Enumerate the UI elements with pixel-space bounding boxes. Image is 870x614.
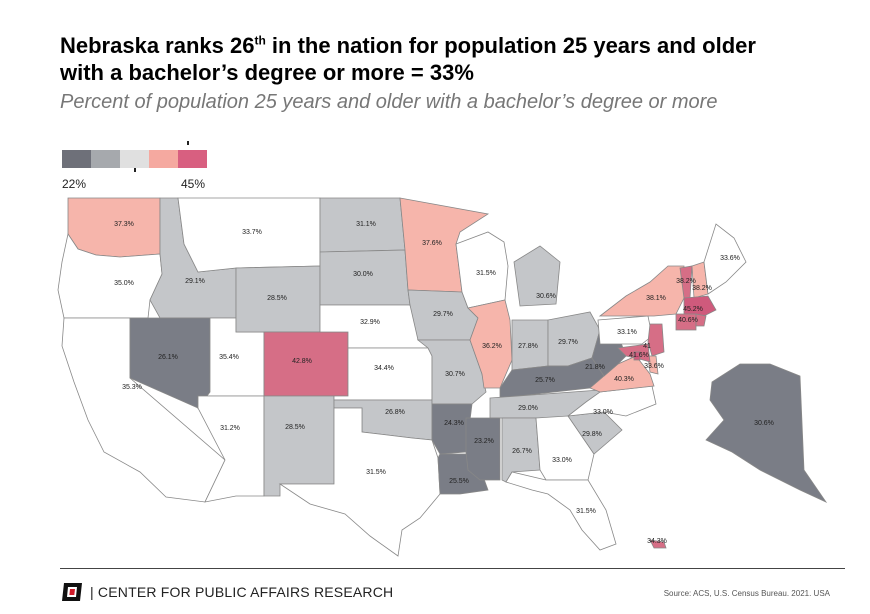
state-value-label-colorado: 42.8% [292,358,312,365]
legend-swatch-4 [149,150,178,168]
state-district-of-columbia [633,351,641,361]
state-arkansas [431,403,473,455]
legend-swatch-2 [91,150,120,168]
state-value-label-hawaii: 34.3% [647,538,667,545]
state-value-label-south-dakota: 30.0% [353,271,373,278]
brand-name: | CENTER FOR PUBLIC AFFAIRS RESEARCH [90,584,394,600]
state-value-label-texas: 31.5% [366,469,386,476]
state-value-label-north-carolina: 33.0% [593,409,613,416]
state-value-label-michigan: 30.6% [536,293,556,300]
state-value-label-west-virginia: 21.8% [585,364,605,371]
state-value-label-montana: 33.7% [242,229,262,236]
state-hawaii [649,539,667,549]
state-value-label-alaska: 30.6% [754,420,774,427]
state-value-label-kansas: 34.4% [374,365,394,372]
state-value-label-new-hampshire: 38.2% [692,285,712,292]
state-value-label-mississippi: 23.2% [474,438,494,445]
legend-swatch-5 [178,150,207,168]
state-value-label-maryland: 41.6% [629,352,649,359]
state-value-label-tennessee: 29.0% [518,405,538,412]
state-delaware [647,355,659,375]
state-value-label-new-york: 38.1% [646,295,666,302]
source-note: Source: ACS, U.S. Census Bureau. 2021. U… [663,589,830,598]
state-connecticut [675,313,697,331]
state-value-label-iowa: 29.7% [433,311,453,318]
state-alaska [705,363,828,503]
state-value-label-nebraska: 32.9% [360,319,380,326]
state-kansas [333,347,433,401]
state-michigan [513,245,561,307]
legend-tick-top [187,141,189,145]
extra-value-label: 41 [643,343,651,350]
state-maine [703,223,747,295]
state-value-label-minnesota: 37.6% [422,240,442,247]
state-value-label-virginia: 40.3% [614,376,634,383]
state-value-label-idaho: 29.1% [185,278,205,285]
state-value-label-alabama: 26.7% [512,448,532,455]
state-illinois [467,299,513,389]
state-value-label-washington: 37.3% [114,221,134,228]
state-value-label-north-dakota: 31.1% [356,221,376,228]
state-new-jersey [647,323,665,357]
state-value-label-kentucky: 25.7% [535,377,555,384]
state-value-label-delaware: 33.6% [644,363,664,370]
state-value-label-florida: 31.5% [576,508,596,515]
state-value-label-nevada: 26.1% [158,354,178,361]
legend-min-label: 22% [62,177,87,191]
map-subtitle: Percent of population 25 years and older… [60,91,718,113]
state-value-label-pennsylvania: 33.1% [617,329,637,336]
state-value-label-vermont: 38.2% [676,278,696,285]
legend-swatch-3 [120,150,149,168]
map-title: Nebraska ranks 26th in the nation for po… [60,32,860,86]
state-value-label-ohio: 29.7% [558,339,578,346]
state-north-carolina [566,385,657,417]
state-value-label-arizona: 31.2% [220,425,240,432]
state-value-label-maine: 33.6% [720,255,740,262]
legend-max-label: 45% [181,177,206,191]
state-value-label-arkansas: 24.3% [444,420,464,427]
state-wisconsin [455,231,509,309]
state-value-label-illinois: 36.2% [482,343,502,350]
state-value-label-missouri: 30.7% [445,371,465,378]
state-new-york [598,265,685,317]
state-value-label-connecticut: 40.6% [678,317,698,324]
state-value-label-louisiana: 25.5% [449,478,469,485]
footer: | CENTER FOR PUBLIC AFFAIRS RESEARCH [60,581,393,603]
state-value-label-california: 35.3% [122,384,142,391]
state-value-label-wisconsin: 31.5% [476,270,496,277]
state-value-label-oregon: 35.0% [114,280,134,287]
title-line1: Nebraska ranks 26th in the nation for po… [60,33,756,58]
state-florida [505,471,617,551]
university-logo-icon [62,583,82,601]
footer-divider [60,568,845,569]
state-value-label-wyoming: 28.5% [267,295,287,302]
state-rhode-island [695,313,707,327]
state-mississippi [465,417,501,481]
state-value-label-indiana: 27.8% [518,343,538,350]
state-value-label-georgia: 33.0% [552,457,572,464]
legend-swatch-1 [62,150,91,168]
state-value-label-utah: 35.4% [219,354,239,361]
state-value-label-new-mexico: 28.5% [285,424,305,431]
legend-tick-bottom [134,168,136,172]
state-value-label-oklahoma: 26.8% [385,409,405,416]
state-pennsylvania [597,315,653,345]
state-new-mexico [263,395,335,497]
title-line2: with a bachelor’s degree or more = 33% [60,60,474,85]
state-value-label-south-carolina: 29.8% [582,431,602,438]
state-massachusetts [683,295,717,317]
state-value-label-massachusetts: 45.2% [683,306,703,313]
